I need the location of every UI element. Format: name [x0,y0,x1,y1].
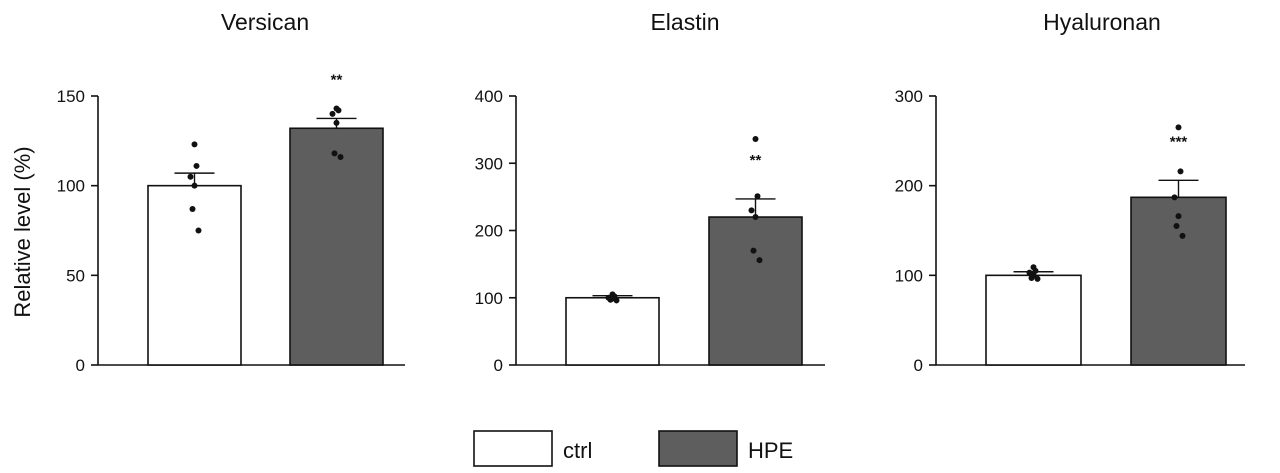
legend-label-ctrl: ctrl [563,438,592,463]
y-tick-label-versican: 0 [76,356,85,375]
significance-elastin: ** [750,152,762,169]
y-tick-label-hyaluronan: 300 [895,87,923,106]
data-point-elastin-ctrl [607,296,614,303]
chart-versican: Versican 0 50 100 150 ** [57,9,405,375]
data-point-elastin-hpe [752,214,759,221]
data-point-versican-hpe [329,110,336,117]
bar-versican-ctrl [147,184,242,366]
data-point-elastin-hpe [748,207,755,214]
y-tick-label-hyaluronan: 200 [895,177,923,196]
bar-versican-hpe [289,127,384,366]
legend-swatch-hpe [658,430,738,467]
significance-versican: ** [331,71,343,88]
legend-label-hpe: HPE [748,438,793,463]
data-point-elastin-hpe [750,247,757,254]
data-point-hyaluronan-hpe [1177,168,1184,175]
data-point-versican-ctrl [195,227,202,234]
data-point-versican-hpe [337,153,344,160]
data-point-hyaluronan-hpe [1175,213,1182,220]
chart-title-versican: Versican [221,9,309,35]
data-point-elastin-hpe [752,136,759,143]
y-tick-label-hyaluronan: 0 [914,356,923,375]
data-point-versican-ctrl [191,182,198,189]
y-tick-label-hyaluronan: 100 [895,266,923,285]
chart-title-hyaluronan: Hyaluronan [1043,9,1161,35]
data-point-versican-ctrl [193,162,200,169]
data-point-versican-ctrl [187,173,194,180]
bar-hyaluronan-hpe [1130,196,1227,366]
data-point-hyaluronan-hpe [1175,124,1182,131]
y-axis-label: Relative level (%) [10,146,35,317]
data-point-versican-ctrl [191,141,198,148]
y-tick-label-versican: 100 [57,177,85,196]
data-point-elastin-ctrl [613,297,620,304]
y-tick-label-elastin: 100 [475,289,503,308]
data-point-versican-hpe [331,150,338,157]
data-point-versican-hpe [333,119,340,126]
data-point-elastin-hpe [754,193,761,200]
data-point-hyaluronan-ctrl [1034,275,1041,282]
data-point-elastin-hpe [756,257,763,264]
data-point-hyaluronan-hpe [1171,194,1178,201]
y-tick-label-elastin: 0 [494,356,503,375]
legend-swatch-ctrl [473,430,553,467]
bar-elastin-ctrl [565,296,660,366]
bar-hyaluronan-ctrl [985,274,1082,366]
bar-elastin-hpe [708,216,803,366]
y-tick-label-versican: 50 [66,266,85,285]
significance-hyaluronan: *** [1170,133,1188,150]
chart-title-elastin: Elastin [650,9,719,35]
data-point-hyaluronan-hpe [1173,223,1180,230]
chart-elastin: Elastin 0 100 200 300 400 ** [475,9,825,375]
y-tick-label-elastin: 200 [475,222,503,241]
y-tick-label-versican: 150 [57,87,85,106]
y-tick-label-elastin: 300 [475,154,503,173]
data-point-versican-hpe [335,107,342,114]
data-point-hyaluronan-hpe [1179,232,1186,239]
data-point-hyaluronan-ctrl [1028,275,1035,282]
data-point-hyaluronan-ctrl [1032,267,1039,274]
legend: ctrl HPE [473,430,793,467]
chart-hyaluronan: Hyaluronan 0 100 200 300 *** [895,9,1245,375]
data-point-versican-ctrl [189,205,196,212]
y-tick-label-elastin: 400 [475,87,503,106]
